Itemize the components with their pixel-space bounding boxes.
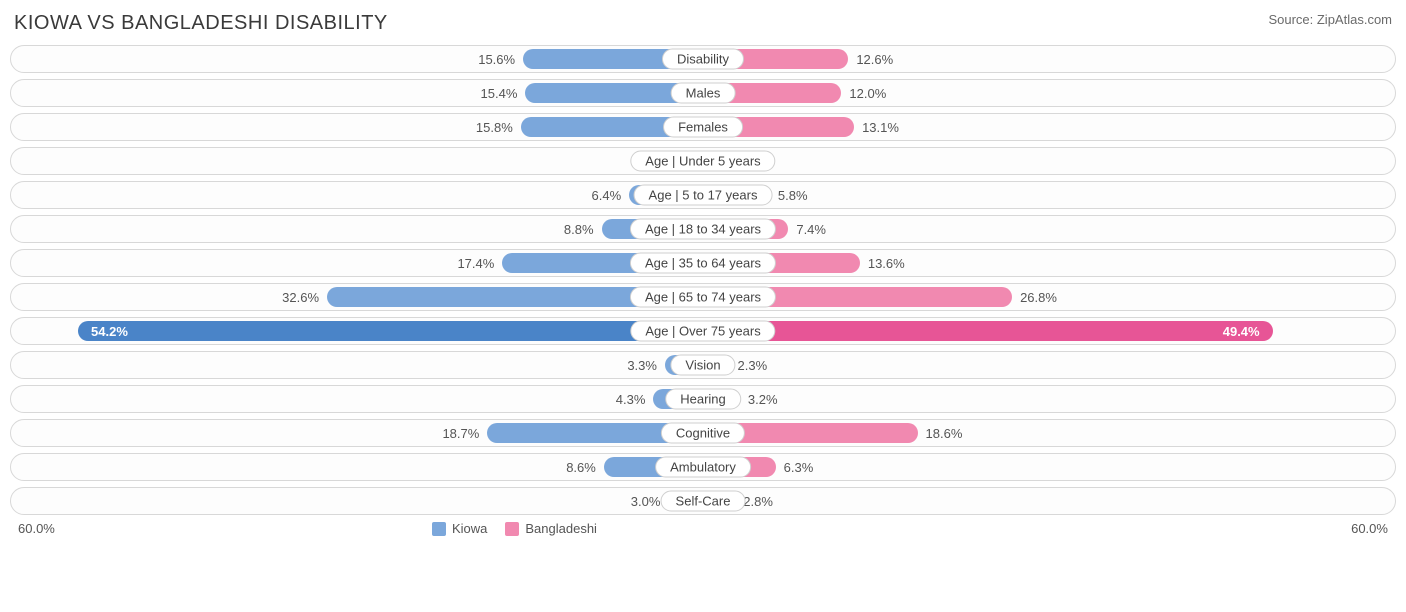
row-label: Age | Under 5 years (630, 151, 775, 172)
legend-label-right: Bangladeshi (525, 521, 597, 536)
legend: Kiowa Bangladeshi (432, 521, 597, 536)
value-right: 26.8% (1020, 284, 1057, 310)
row-label: Females (663, 117, 743, 138)
value-right: 12.6% (856, 46, 893, 72)
value-right: 5.8% (778, 182, 808, 208)
bar-right (703, 321, 1273, 341)
value-left: 3.0% (631, 488, 661, 514)
chart-row: 6.4% 5.8%Age | 5 to 17 years (10, 181, 1396, 209)
value-right: 2.3% (738, 352, 768, 378)
chart-title: KIOWA VS BANGLADESHI DISABILITY (14, 12, 388, 35)
chart-row: 15.4% 12.0% Males (10, 79, 1396, 107)
row-label: Age | 65 to 74 years (630, 287, 776, 308)
row-label: Males (671, 83, 736, 104)
value-right: 2.8% (743, 488, 773, 514)
value-left: 8.8% (564, 216, 594, 242)
chart-row: 4.3% 3.2% Hearing (10, 385, 1396, 413)
value-right: 7.4% (796, 216, 826, 242)
row-label: Vision (670, 355, 735, 376)
row-label: Hearing (665, 389, 741, 410)
chart-row: 54.2% 49.4% Age | Over 75 years (10, 317, 1396, 345)
chart-row: 8.8% 7.4% Age | 18 to 34 years (10, 215, 1396, 243)
value-right: 13.6% (868, 250, 905, 276)
row-label: Age | 18 to 34 years (630, 219, 776, 240)
value-left: 15.6% (478, 46, 515, 72)
chart-row: 8.6% 6.3% Ambulatory (10, 453, 1396, 481)
value-left: 54.2% (91, 318, 128, 344)
chart-row: 18.7% 18.6% Cognitive (10, 419, 1396, 447)
chart-source: Source: ZipAtlas.com (1268, 12, 1392, 27)
row-label: Ambulatory (655, 457, 751, 478)
axis-max-right: 60.0% (1351, 521, 1388, 536)
chart-header: KIOWA VS BANGLADESHI DISABILITY Source: … (10, 12, 1396, 45)
diverging-bar-chart: 15.6% 12.6% Disability 15.4% 12.0% Males 15.8%… (10, 45, 1396, 515)
legend-label-left: Kiowa (452, 521, 487, 536)
value-right: 13.1% (862, 114, 899, 140)
bar-left (78, 321, 703, 341)
chart-row: 32.6% 26.8% Age | 65 to 74 years (10, 283, 1396, 311)
value-left: 15.4% (481, 80, 518, 106)
value-left: 18.7% (442, 420, 479, 446)
legend-swatch-right (505, 522, 519, 536)
row-label: Disability (662, 49, 744, 70)
legend-item-right: Bangladeshi (505, 521, 597, 536)
value-right: 49.4% (1223, 318, 1260, 344)
value-left: 32.6% (282, 284, 319, 310)
legend-swatch-left (432, 522, 446, 536)
chart-row: 15.8% 13.1% Females (10, 113, 1396, 141)
value-right: 18.6% (926, 420, 963, 446)
value-left: 3.3% (627, 352, 657, 378)
row-label: Age | 35 to 64 years (630, 253, 776, 274)
legend-item-left: Kiowa (432, 521, 487, 536)
value-right: 6.3% (784, 454, 814, 480)
chart-row: 15.6% 12.6% Disability (10, 45, 1396, 73)
chart-row: 1.5%1.3%Age | Under 5 years (10, 147, 1396, 175)
value-right: 12.0% (849, 80, 886, 106)
value-left: 8.6% (566, 454, 596, 480)
row-label: Self-Care (661, 491, 746, 512)
value-left: 17.4% (457, 250, 494, 276)
value-right: 3.2% (748, 386, 778, 412)
row-label: Age | Over 75 years (630, 321, 775, 342)
value-left: 15.8% (476, 114, 513, 140)
row-label: Age | 5 to 17 years (634, 185, 773, 206)
chart-footer: 60.0% Kiowa Bangladeshi 60.0% (10, 521, 1396, 536)
chart-row: 3.0% 2.8%Self-Care (10, 487, 1396, 515)
value-left: 6.4% (592, 182, 622, 208)
value-left: 4.3% (616, 386, 646, 412)
chart-row: 3.3% 2.3%Vision (10, 351, 1396, 379)
chart-row: 17.4% 13.6% Age | 35 to 64 years (10, 249, 1396, 277)
axis-max-left: 60.0% (18, 521, 55, 536)
row-label: Cognitive (661, 423, 745, 444)
